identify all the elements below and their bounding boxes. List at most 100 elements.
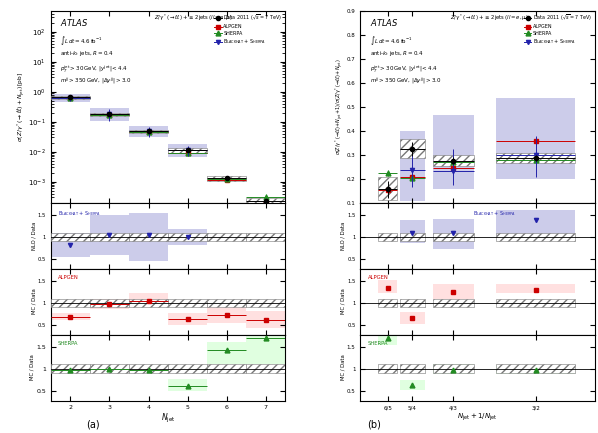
- Bar: [129, 367, 168, 373]
- Bar: [378, 280, 398, 293]
- Bar: [90, 215, 129, 255]
- Y-axis label: NLO / Data: NLO / Data: [341, 222, 346, 250]
- Bar: [496, 98, 575, 179]
- Bar: [496, 365, 575, 374]
- Bar: [168, 365, 207, 373]
- Y-axis label: NLO / Data: NLO / Data: [31, 222, 36, 250]
- Bar: [90, 366, 129, 372]
- Y-axis label: MC / Data: MC / Data: [341, 289, 346, 314]
- Text: ALPGEN: ALPGEN: [368, 275, 388, 280]
- Text: B$_{\rm LACKHAT}$ + S$_{\rm HERPA}$: B$_{\rm LACKHAT}$ + S$_{\rm HERPA}$: [58, 209, 101, 218]
- Y-axis label: MC / Data: MC / Data: [30, 355, 35, 381]
- Text: $\int L\,dt = 4.6\,{\rm fb}^{-1}$: $\int L\,dt = 4.6\,{\rm fb}^{-1}$: [370, 34, 413, 46]
- Bar: [400, 298, 425, 307]
- Y-axis label: MC / Data: MC / Data: [31, 289, 36, 314]
- Bar: [246, 311, 285, 328]
- Legend: Data 2011 ($\sqrt{s}=7$ TeV), ALPGEN, SHERPA, B$_{\rm LACKHAT}$ + S$_{\rm HERPA}: Data 2011 ($\sqrt{s}=7$ TeV), ALPGEN, SH…: [214, 13, 283, 47]
- Bar: [400, 131, 425, 201]
- Bar: [51, 298, 90, 307]
- Bar: [168, 229, 207, 245]
- Text: anti-$k_t$ jets, $R = 0.4$: anti-$k_t$ jets, $R = 0.4$: [60, 49, 114, 58]
- Bar: [400, 139, 425, 158]
- Bar: [433, 233, 474, 241]
- Bar: [400, 220, 425, 242]
- Bar: [207, 298, 246, 307]
- Text: ALPGEN: ALPGEN: [58, 275, 78, 280]
- Bar: [168, 233, 207, 241]
- Bar: [90, 233, 129, 241]
- Bar: [51, 96, 90, 99]
- Bar: [246, 233, 285, 241]
- Text: $m^{jj} > 350\,{\rm GeV},\,|\Delta y^{jj}| > 3.0$: $m^{jj} > 350\,{\rm GeV},\,|\Delta y^{jj…: [60, 76, 132, 86]
- Text: $Z/\gamma^*(\rightarrow\ell\ell)+{\geq}2\,{\rm jets}\,(ll{=}e,\mu)$: $Z/\gamma^*(\rightarrow\ell\ell)+{\geq}2…: [154, 13, 233, 23]
- Bar: [400, 233, 425, 241]
- Bar: [400, 380, 425, 390]
- Bar: [378, 334, 398, 345]
- Bar: [168, 379, 207, 391]
- Text: (b): (b): [367, 420, 381, 430]
- Bar: [378, 178, 398, 200]
- Bar: [129, 213, 168, 261]
- Y-axis label: $\sigma(Z/\gamma^*(\!\to\!\ell\ell)\!+\!N_{\rm jet}\!+\!1)/\sigma(Z/\gamma^*(\!\: $\sigma(Z/\gamma^*(\!\to\!\ell\ell)\!+\!…: [334, 58, 346, 155]
- Bar: [496, 233, 575, 241]
- Bar: [433, 365, 474, 374]
- Bar: [378, 298, 398, 307]
- Bar: [433, 284, 474, 298]
- Bar: [51, 233, 90, 241]
- Bar: [496, 365, 575, 373]
- Bar: [496, 284, 575, 293]
- Text: $\int L\,dt = 4.6\,{\rm fb}^{-1}$: $\int L\,dt = 4.6\,{\rm fb}^{-1}$: [60, 34, 103, 46]
- Bar: [207, 343, 246, 365]
- Text: SHERPA: SHERPA: [58, 341, 78, 346]
- Bar: [378, 233, 398, 241]
- Text: B$_{\rm LACKHAT}$ + S$_{\rm HERPA}$: B$_{\rm LACKHAT}$ + S$_{\rm HERPA}$: [473, 209, 516, 218]
- Text: $\mathit{ATLAS}$: $\mathit{ATLAS}$: [370, 16, 399, 28]
- Y-axis label: $\sigma(Z/\gamma^*(\rightarrow\ell\ell)+N_{\rm jet})\,[{\rm pb}]$: $\sigma(Z/\gamma^*(\rightarrow\ell\ell)+…: [16, 72, 27, 142]
- Bar: [129, 126, 168, 137]
- Bar: [129, 233, 168, 241]
- Bar: [168, 145, 207, 157]
- Bar: [129, 293, 168, 307]
- Bar: [246, 298, 285, 307]
- Bar: [168, 149, 207, 153]
- Bar: [168, 313, 207, 325]
- X-axis label: $N_{\rm jet}+1/N_{\rm jet}$: $N_{\rm jet}+1/N_{\rm jet}$: [457, 412, 498, 423]
- Text: $m^{jj} > 350\,{\rm GeV},\,|\Delta y^{jj}| > 3.0$: $m^{jj} > 350\,{\rm GeV},\,|\Delta y^{jj…: [370, 76, 441, 86]
- Bar: [51, 365, 90, 373]
- Bar: [207, 307, 246, 323]
- Bar: [246, 330, 285, 365]
- Bar: [129, 129, 168, 133]
- Bar: [378, 365, 398, 373]
- Text: $\mathit{ATLAS}$: $\mathit{ATLAS}$: [60, 16, 89, 28]
- Bar: [496, 210, 575, 236]
- Bar: [129, 365, 168, 373]
- Text: $p_T^{\rm jet} > 30\,{\rm GeV},\,|y^{\rm jet}| < 4.4$: $p_T^{\rm jet} > 30\,{\rm GeV},\,|y^{\rm…: [60, 63, 129, 74]
- Bar: [51, 233, 90, 257]
- Bar: [496, 153, 575, 163]
- Bar: [433, 298, 474, 307]
- Y-axis label: MC / Data: MC / Data: [340, 355, 346, 381]
- Bar: [90, 365, 129, 373]
- Bar: [400, 365, 425, 373]
- Bar: [51, 313, 90, 320]
- Bar: [496, 298, 575, 307]
- Bar: [433, 115, 474, 190]
- Bar: [168, 298, 207, 307]
- Bar: [433, 155, 474, 165]
- Bar: [90, 108, 129, 121]
- Bar: [51, 94, 90, 102]
- Bar: [246, 365, 285, 373]
- Bar: [90, 113, 129, 116]
- Text: $Z/\gamma^*(\rightarrow\ell\ell)+{\geq}2\,{\rm jets}\,(ll{=}e,\mu)$: $Z/\gamma^*(\rightarrow\ell\ell)+{\geq}2…: [450, 13, 529, 23]
- Bar: [129, 298, 168, 307]
- Legend: Data 2011 ($\sqrt{s}=7$ TeV), ALPGEN, SHERPA, B$_{\rm LACKHAT}$ + S$_{\rm HERPA}: Data 2011 ($\sqrt{s}=7$ TeV), ALPGEN, SH…: [523, 13, 593, 47]
- Bar: [400, 312, 425, 324]
- Bar: [246, 198, 285, 205]
- Bar: [433, 219, 474, 249]
- Bar: [433, 365, 474, 373]
- Text: $p_T^{\rm jet} > 30\,{\rm GeV},\,|y^{\rm jet}| < 4.4$: $p_T^{\rm jet} > 30\,{\rm GeV},\,|y^{\rm…: [370, 63, 438, 74]
- X-axis label: $N_{\rm jet}$: $N_{\rm jet}$: [161, 412, 175, 425]
- Bar: [51, 366, 90, 373]
- Text: (a): (a): [86, 420, 99, 430]
- Bar: [90, 298, 129, 307]
